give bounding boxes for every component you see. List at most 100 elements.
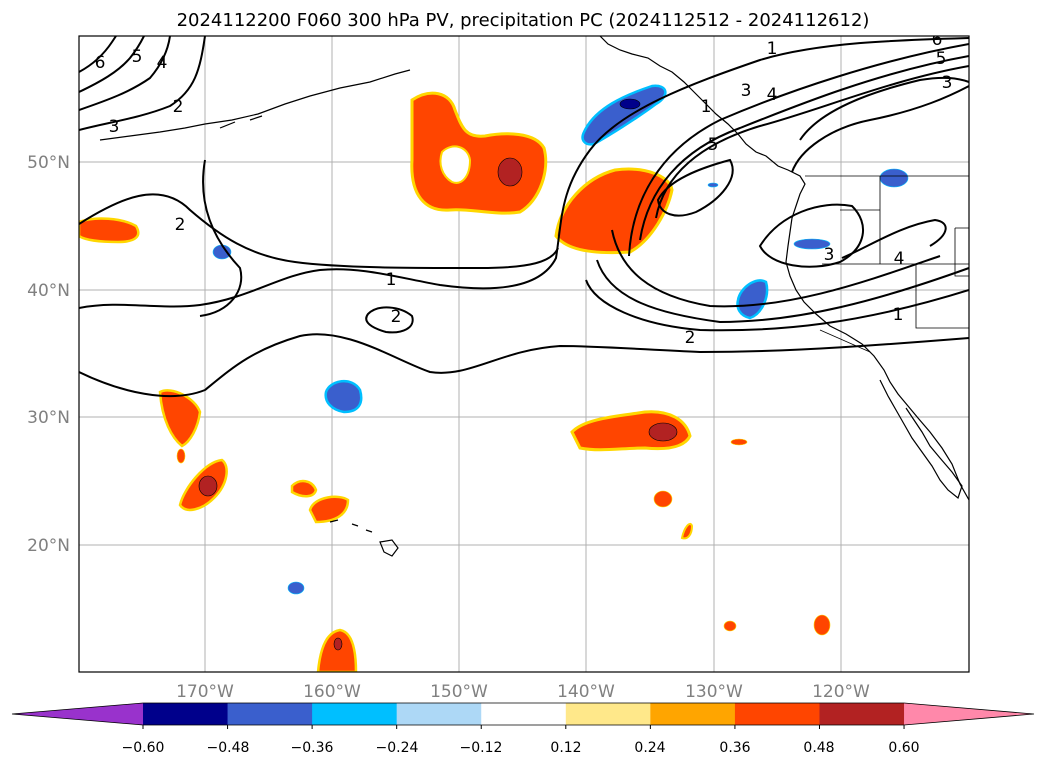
precip-blob-hawaii-west: [290, 479, 318, 498]
precip-blob-11n-160w: [316, 628, 358, 672]
precip-neg-43n-171w: [212, 244, 232, 260]
colorbar-segment: [565, 703, 651, 725]
pv-label: 3: [942, 73, 953, 93]
pv-label: 2: [685, 328, 696, 348]
pv-label: 5: [936, 49, 947, 69]
precip-blob-14n-122w: [813, 614, 831, 636]
precip-blob-21n-133w: [680, 522, 694, 540]
colorbar-extend-max: [904, 703, 1034, 725]
colorbar-tick: −0.12: [460, 740, 503, 756]
pv-label: 6: [932, 30, 943, 50]
precip-blob-26n-173w: [176, 448, 186, 464]
pv-contour-3-east: [596, 259, 969, 324]
precip-core-11n-160w: [333, 637, 343, 651]
colorbar-segment: [227, 703, 313, 725]
precip-blob-24n-136w: [653, 490, 673, 508]
colorbar-tick: −0.24: [376, 740, 419, 756]
colorbar-tick: 0.12: [550, 740, 581, 756]
colorbar-segment: [481, 703, 567, 725]
state-borders: [805, 175, 969, 353]
pv-contour-2-south: [79, 333, 969, 397]
colorbar-segment: [143, 703, 229, 725]
pv-label: 5: [708, 135, 719, 155]
pv-label: 3: [741, 81, 752, 101]
map-frame: [78, 35, 970, 673]
map-content: 1 1 1 1 2 2 2 2 3 3 3 3 4 4 4 5 5 5 6 6: [79, 30, 969, 672]
pv-contour-2: [79, 193, 559, 270]
colorbar-segment: [734, 703, 820, 725]
precip-core-25n-169w: [198, 475, 218, 497]
precip-neg-alaska-core: [619, 98, 641, 110]
pv-label: 5: [132, 47, 143, 67]
pv-contour-trough-loop: [758, 203, 864, 268]
pv-contour-ridge-b: [639, 55, 969, 241]
colorbar-segment: [396, 703, 482, 725]
pv-contour-ridge-c: [655, 65, 969, 219]
precip-neg-16n-163w: [287, 581, 305, 595]
colorbar-segment: [650, 703, 736, 725]
pv-contour-closed-low: [656, 158, 734, 217]
coastline-alaska-bc-us-mexico: [599, 36, 969, 501]
precip-blob-far-west-45n: [79, 217, 140, 244]
pv-label: 2: [175, 215, 186, 235]
precip-neg-47n-130w: [707, 182, 719, 188]
colorbar-tick: 0.60: [888, 740, 919, 756]
lon-label-170w: 170°W: [176, 682, 234, 702]
precip-neg-42n-124w: [793, 238, 831, 250]
precip-blob-ne-pacific-west-hole: [439, 145, 472, 184]
lat-label-40n: 40°N: [27, 281, 70, 301]
precip-blob-14n-129w: [723, 620, 737, 632]
colorbar-tick-labels: −0.60 −0.48 −0.36 −0.24 −0.12 0.12 0.24 …: [122, 740, 920, 756]
lon-label-130w: 130°W: [685, 682, 743, 702]
pv-label: 1: [767, 39, 778, 59]
pv-label: 2: [173, 97, 184, 117]
colorbar-tick: 0.24: [634, 740, 665, 756]
pv-label: 1: [893, 305, 904, 325]
pv-label: 4: [157, 53, 168, 73]
border-states: [819, 176, 969, 353]
colorbar-extend-min: [12, 703, 143, 725]
lon-label-150w: 150°W: [430, 682, 488, 702]
pv-contour-1: [79, 37, 969, 309]
pv-contour-2-inner: [365, 306, 414, 334]
precip-core-ne-pacific-west: [497, 157, 523, 187]
precip-blob-28n-128w: [730, 438, 748, 446]
pv-contour-4-east: [611, 229, 941, 308]
pv-label: 6: [95, 53, 106, 73]
colorbar-tick: −0.48: [207, 740, 250, 756]
lat-label-50n: 50°N: [27, 153, 70, 173]
pv-contours: [79, 36, 969, 397]
pv-label: 1: [701, 97, 712, 117]
pv-contour-nw-2: [79, 36, 171, 111]
coastline-baja: [879, 379, 963, 500]
coastlines: [99, 36, 969, 557]
lat-label-30n: 30°N: [27, 408, 70, 428]
lon-label-140w: 140°W: [557, 682, 615, 702]
latitude-labels: 50°N 40°N 30°N 20°N: [27, 153, 70, 556]
longitude-labels: 170°W 160°W 150°W 140°W 130°W 120°W: [176, 682, 870, 702]
pv-contour-labels: 1 1 1 1 2 2 2 2 3 3 3 3 4 4 4 5 5 5 6 6: [95, 30, 953, 348]
map-title: 2024112200 F060 300 hPa PV, precipitatio…: [177, 10, 870, 31]
colorbar: [11, 702, 1035, 729]
precip-blob-gulf-of-alaska: [554, 167, 674, 255]
pv-contour-nw-4: [79, 36, 117, 73]
pv-contour-2-west: [199, 159, 243, 317]
colorbar-segment: [819, 703, 905, 725]
pv-contour-east-4: [841, 218, 947, 259]
pv-contour-ridge-a: [628, 43, 969, 257]
precip-neg-48n-116w: [879, 168, 909, 188]
lon-label-160w: 160°W: [303, 682, 361, 702]
precip-neg-32n-160w: [324, 380, 363, 414]
colorbar-tick: 0.36: [719, 740, 750, 756]
pv-label: 3: [109, 117, 120, 137]
precip-blob-hawaii-central: [308, 495, 350, 524]
pv-contour-1-east: [585, 279, 969, 332]
colorbar-tick: −0.60: [122, 740, 165, 756]
colorbar-segment: [312, 703, 398, 725]
pv-label: 4: [767, 85, 778, 105]
pv-label: 3: [824, 245, 835, 265]
lon-label-120w: 120°W: [812, 682, 870, 702]
pv-contour-nw-3: [79, 36, 145, 93]
precip-positive-areas: [79, 91, 831, 672]
